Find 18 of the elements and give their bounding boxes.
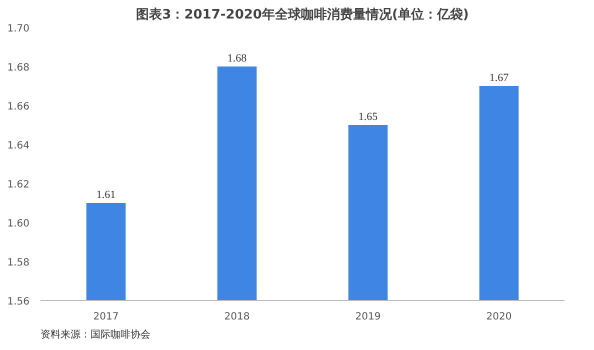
text: 资料来源：国际咖啡协会 (40, 328, 150, 340)
y-tick-label: 1.66 (7, 102, 30, 112)
y-tick-label: 1.62 (7, 180, 30, 190)
data-label: 1.68 (227, 52, 248, 64)
x-tick-label: 2020 (486, 312, 512, 322)
y-tick-label: 1.64 (7, 140, 30, 152)
x-tick-label: 2018 (224, 312, 250, 322)
data-label: 1.65 (358, 111, 378, 123)
data-label: 1.67 (489, 72, 510, 84)
y-tick-label: 1.70 (7, 24, 30, 34)
y-tick-label: 1.58 (7, 258, 30, 268)
x-tick-label: 2017 (93, 312, 119, 322)
data-label: 1.61 (96, 189, 116, 201)
chart-title: 图表3：2017-2020年全球咖啡消费量情况(单位：亿袋) (136, 6, 469, 22)
y-tick-label: 1.60 (7, 218, 30, 230)
x-tick-label: 2019 (355, 312, 381, 322)
y-tick-label: 1.56 (7, 296, 30, 308)
y-tick-label: 1.68 (7, 62, 30, 74)
